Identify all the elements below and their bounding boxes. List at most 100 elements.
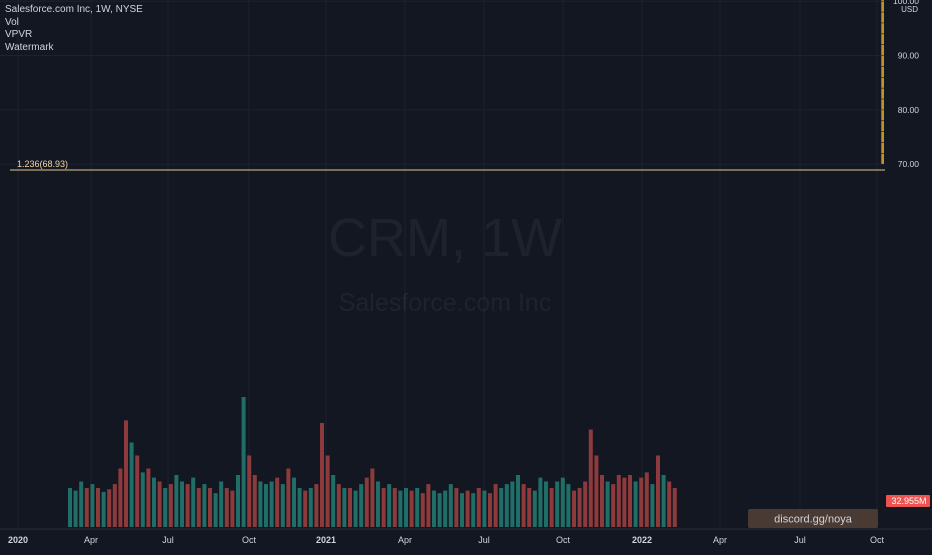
volume-bar <box>420 493 425 527</box>
volume-bar <box>191 477 196 527</box>
volume-bar <box>90 484 95 527</box>
volume-bar <box>465 490 470 527</box>
volume-bar <box>152 477 156 527</box>
volume-bar <box>325 455 330 527</box>
volume-bar <box>146 468 151 527</box>
volume-bar <box>656 455 660 527</box>
volume-profile-bar <box>881 153 884 164</box>
time-axis-background <box>0 529 932 550</box>
volume-bar <box>359 484 364 527</box>
volume-bar <box>448 484 453 527</box>
time-axis[interactable]: 2020 Apr Jul Oct 2021 Apr Jul Oct 2022 Apr Jul Oct <box>0 528 932 550</box>
volume-bar <box>185 484 190 527</box>
time-tick-label: 2020 <box>8 535 28 545</box>
time-tick-label: Oct <box>242 535 257 545</box>
time-tick-label: Oct <box>556 535 571 545</box>
volume-bar <box>544 481 548 527</box>
volume-profile-bar <box>881 121 884 132</box>
legend: Salesforce.com Inc, 1W, NYSE Vol VPVR Wa… <box>5 4 143 54</box>
discord-badge-label: discord.gg/noya <box>774 514 853 526</box>
volume-bar <box>381 488 386 527</box>
volume-bar <box>118 468 123 527</box>
volume-bar <box>594 455 599 527</box>
volume-bar <box>404 488 408 527</box>
volume-bar <box>482 490 487 527</box>
volume-bar <box>437 493 442 527</box>
watermark: CRM, 1W Salesforce.com Inc <box>328 208 562 317</box>
volume-profile <box>881 0 884 164</box>
volume-bar <box>112 484 117 527</box>
volume-bar <box>213 493 218 527</box>
volume-bar <box>68 488 72 527</box>
discord-badge-background <box>748 509 878 528</box>
volume-bar <box>488 493 492 527</box>
volume-profile-bar <box>881 44 884 56</box>
time-tick-label: Oct <box>870 535 885 545</box>
volume-bar <box>600 475 604 527</box>
volume-bar <box>107 489 112 527</box>
volume-bar <box>124 420 128 527</box>
volume-profile-bar <box>881 131 884 143</box>
volume-bar <box>572 490 576 527</box>
volume-bar <box>532 490 537 527</box>
volume-bar <box>224 488 229 527</box>
volume-bar <box>202 484 207 527</box>
volume-bar <box>538 477 543 527</box>
volume-bar <box>157 481 162 527</box>
volume-bar <box>454 488 459 527</box>
volume-bar <box>387 484 392 527</box>
volume-bar <box>247 455 252 527</box>
volume-profile-bar <box>881 77 884 88</box>
volume-bar <box>163 488 168 527</box>
volume-bar <box>432 490 436 527</box>
volume-bar <box>398 490 403 527</box>
volume-bar <box>180 481 184 527</box>
time-tick-label: Apr <box>84 535 98 545</box>
volume-bar <box>364 477 369 527</box>
volume-bar <box>628 475 632 527</box>
volume-bar <box>292 477 296 527</box>
price-axis[interactable]: USD70.0080.0090.00100.00110.00120.00130.… <box>885 0 932 550</box>
volume-bar <box>566 484 571 527</box>
time-tick-label: Apr <box>398 535 412 545</box>
volume-profile-bar <box>881 142 884 154</box>
volume-bar <box>308 488 313 527</box>
volume-bar <box>499 488 504 527</box>
legend-indicator-vpvr[interactable]: VPVR <box>5 29 33 40</box>
volume-bar <box>314 484 319 527</box>
legend-title: Salesforce.com Inc, 1W, NYSE <box>5 4 143 15</box>
legend-indicator-vol[interactable]: Vol <box>5 16 19 28</box>
fib-retracement[interactable]: 0(311.75)0.236(265.39)0.382(236.70)0.5(2… <box>10 0 885 171</box>
volume-bar <box>140 472 145 527</box>
volume-bar <box>583 481 588 527</box>
volume-bar <box>73 490 78 527</box>
volume-profile-bar <box>881 0 884 1</box>
volume-bar <box>264 484 268 527</box>
watermark-symbol: CRM, 1W <box>328 208 562 268</box>
volume-bar <box>174 475 179 527</box>
volume-bar <box>79 481 84 527</box>
volume-bar <box>504 484 509 527</box>
volume-profile-bar <box>881 1 884 12</box>
volume-bar <box>370 468 375 527</box>
volume-bar <box>560 477 565 527</box>
volume-bar <box>409 490 414 527</box>
volume-bar <box>667 481 672 527</box>
volume-profile-bar <box>881 66 884 77</box>
volume-bar <box>611 484 616 527</box>
volume-bar <box>168 484 173 527</box>
volume-bar <box>297 488 302 527</box>
legend-indicator-watermark[interactable]: Watermark <box>5 41 54 53</box>
volume-bar <box>275 477 280 527</box>
volume-bar <box>208 488 212 527</box>
volume-bar <box>516 475 520 527</box>
volume-bar <box>342 488 347 527</box>
volume-bar <box>303 490 308 527</box>
volume-bar <box>605 481 610 527</box>
volume-bar <box>639 477 644 527</box>
volume-bar <box>392 488 397 527</box>
volume-bar <box>252 475 257 527</box>
